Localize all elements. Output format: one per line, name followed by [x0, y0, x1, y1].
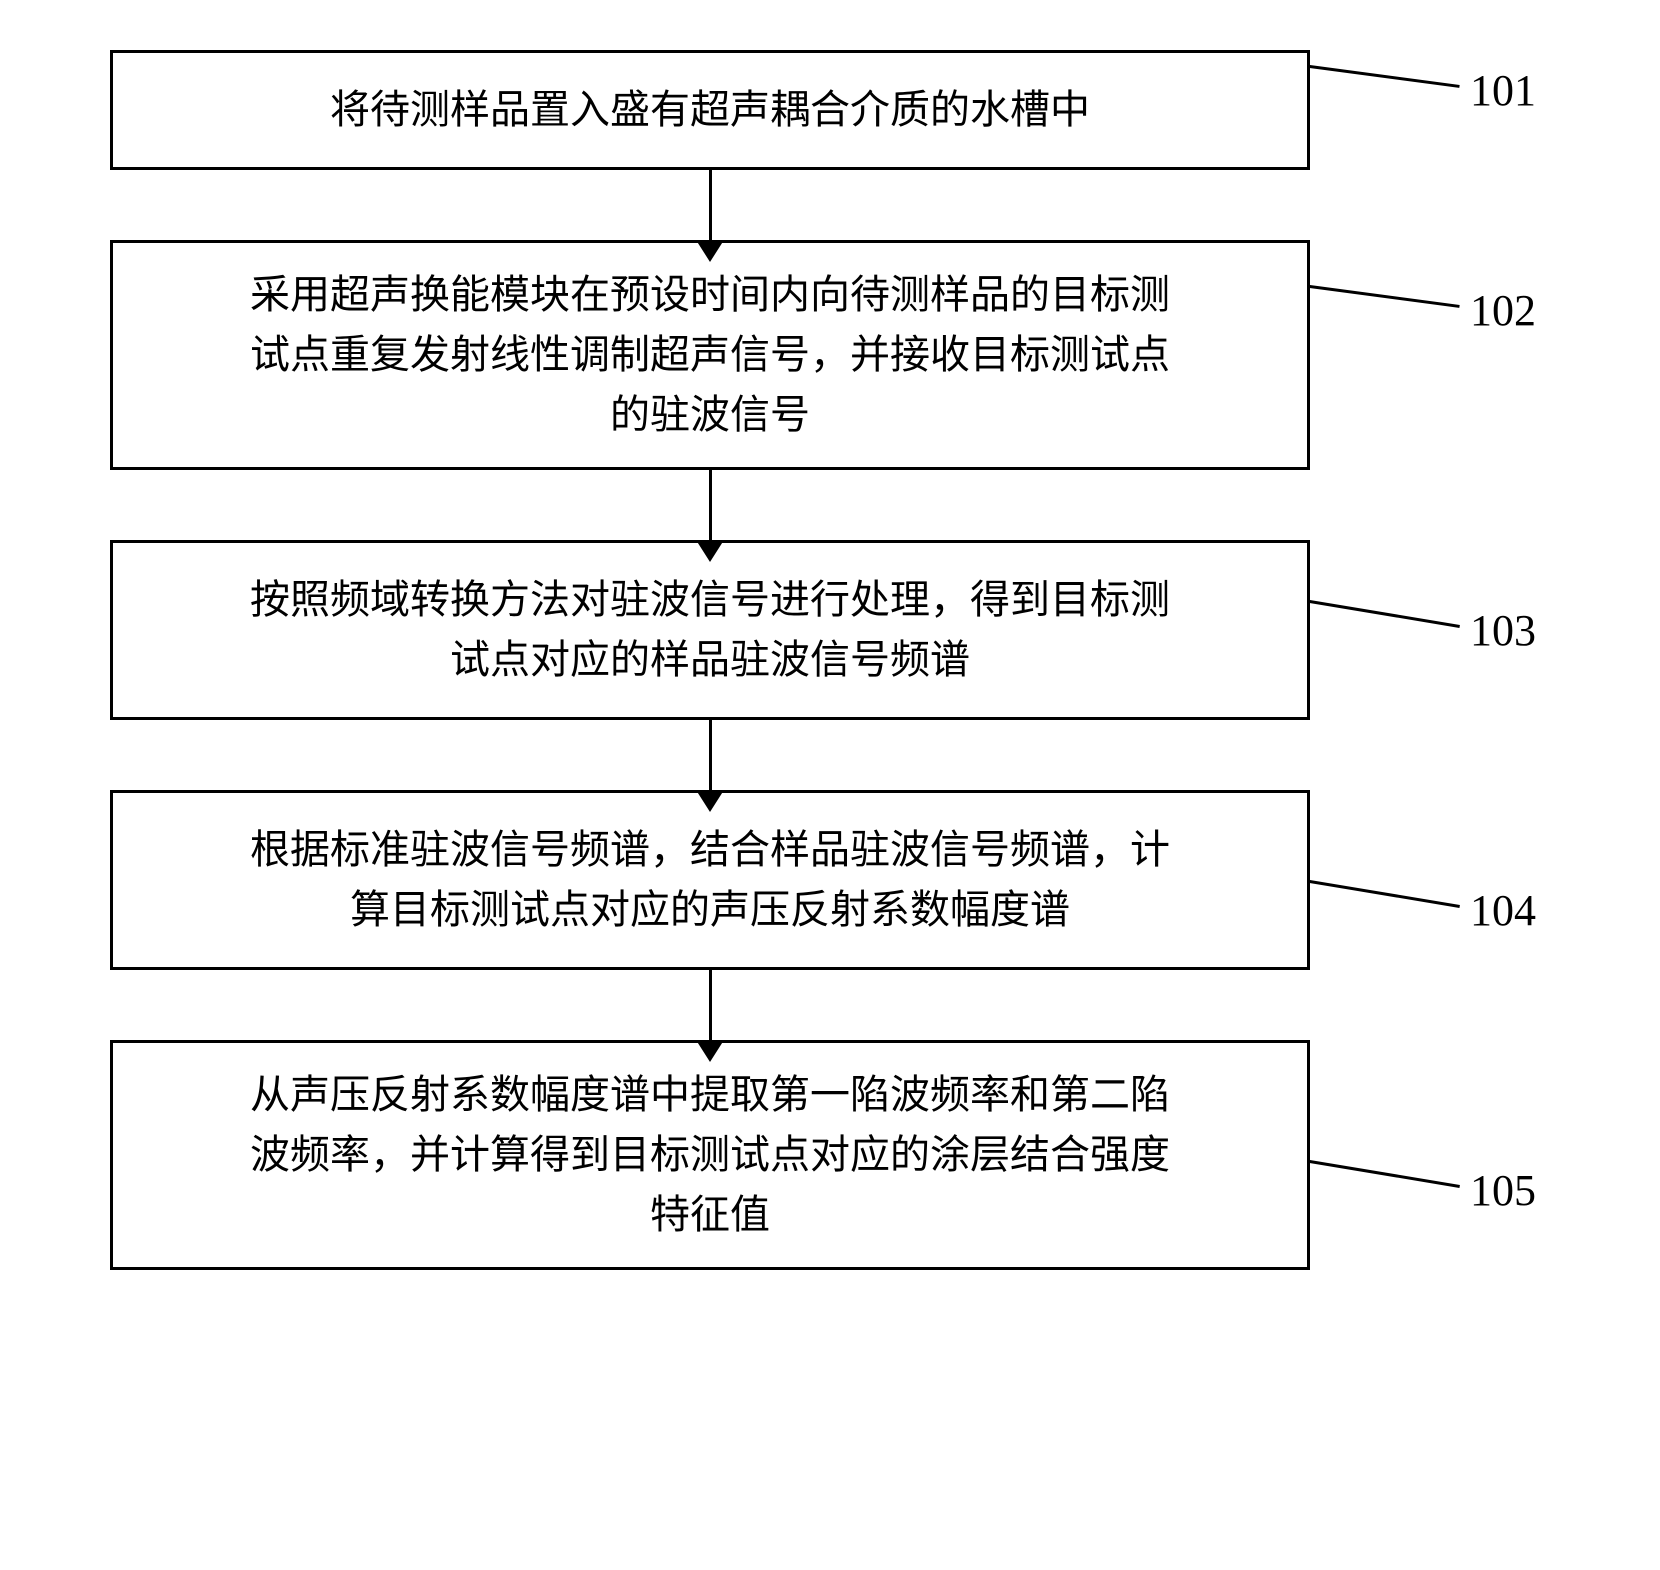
- step-text-105: 从声压反射系数幅度谱中提取第一陷波频率和第二陷 波频率，并计算得到目标测试点对应…: [250, 1065, 1170, 1245]
- arrow-101: [110, 170, 1310, 240]
- step-box-104: 根据标准驻波信号频谱，结合样品驻波信号频谱，计 算目标测试点对应的声压反射系数幅…: [110, 790, 1310, 970]
- arrow-line: [709, 470, 712, 540]
- arrow-103: [110, 720, 1310, 790]
- leader-line-105: [1310, 1160, 1460, 1188]
- leader-line-104: [1310, 880, 1460, 908]
- step-box-103: 按照频域转换方法对驻波信号进行处理，得到目标测 试点对应的样品驻波信号频谱: [110, 540, 1310, 720]
- step-box-105: 从声压反射系数幅度谱中提取第一陷波频率和第二陷 波频率，并计算得到目标测试点对应…: [110, 1040, 1310, 1270]
- step-box-102: 采用超声换能模块在预设时间内向待测样品的目标测 试点重复发射线性调制超声信号，并…: [110, 240, 1310, 470]
- step-text-103: 按照频域转换方法对驻波信号进行处理，得到目标测 试点对应的样品驻波信号频谱: [250, 570, 1170, 690]
- step-label-104: 104: [1470, 885, 1536, 936]
- leader-line-102: [1310, 285, 1460, 308]
- step-text-104: 根据标准驻波信号频谱，结合样品驻波信号频谱，计 算目标测试点对应的声压反射系数幅…: [250, 820, 1170, 940]
- arrow-line: [709, 170, 712, 240]
- leader-line-101: [1310, 65, 1460, 88]
- flowchart-container: 将待测样品置入盛有超声耦合介质的水槽中采用超声换能模块在预设时间内向待测样品的目…: [110, 50, 1310, 1270]
- step-label-103: 103: [1470, 605, 1536, 656]
- arrow-line: [709, 720, 712, 790]
- step-label-102: 102: [1470, 285, 1536, 336]
- step-label-105: 105: [1470, 1165, 1536, 1216]
- step-label-101: 101: [1470, 65, 1536, 116]
- arrow-104: [110, 970, 1310, 1040]
- arrow-line: [709, 970, 712, 1040]
- step-text-101: 将待测样品置入盛有超声耦合介质的水槽中: [330, 80, 1090, 140]
- step-text-102: 采用超声换能模块在预设时间内向待测样品的目标测 试点重复发射线性调制超声信号，并…: [250, 265, 1170, 445]
- step-box-101: 将待测样品置入盛有超声耦合介质的水槽中: [110, 50, 1310, 170]
- leader-line-103: [1310, 600, 1460, 628]
- arrow-102: [110, 470, 1310, 540]
